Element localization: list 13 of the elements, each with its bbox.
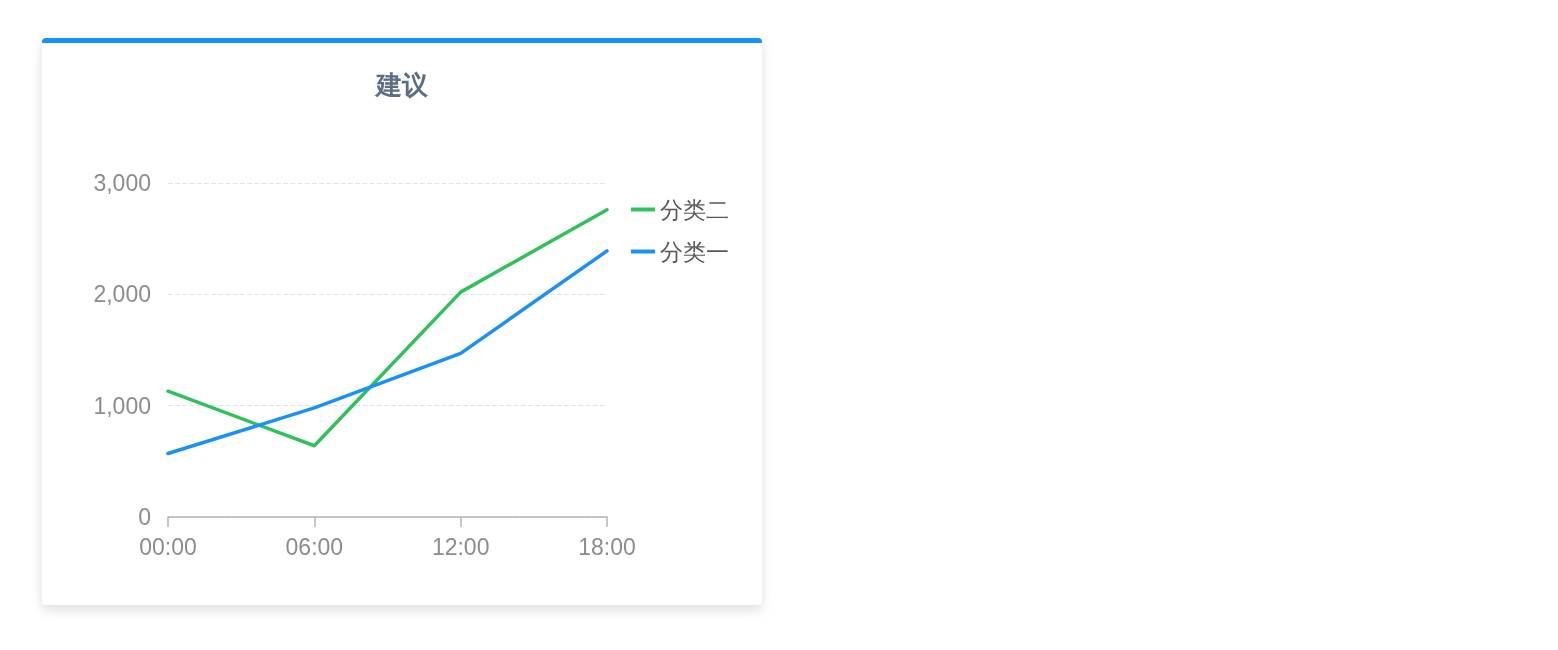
y-tick-label: 1,000 bbox=[93, 392, 151, 419]
chart-title: 建议 bbox=[374, 70, 429, 100]
line-series bbox=[166, 249, 609, 456]
y-tick-label: 0 bbox=[138, 504, 151, 530]
legend-label: 分类二 bbox=[660, 196, 729, 223]
x-tick-label: 18:00 bbox=[578, 533, 636, 560]
y-tick-label: 2,000 bbox=[93, 281, 151, 308]
legend-label: 分类一 bbox=[660, 238, 729, 265]
x-tick-label: 06:00 bbox=[285, 533, 344, 560]
y-tick-label: 3,000 bbox=[93, 170, 151, 196]
x-tick-label: 12:00 bbox=[431, 533, 490, 560]
x-tick-label: 00:00 bbox=[139, 533, 197, 560]
line-series bbox=[166, 207, 609, 448]
